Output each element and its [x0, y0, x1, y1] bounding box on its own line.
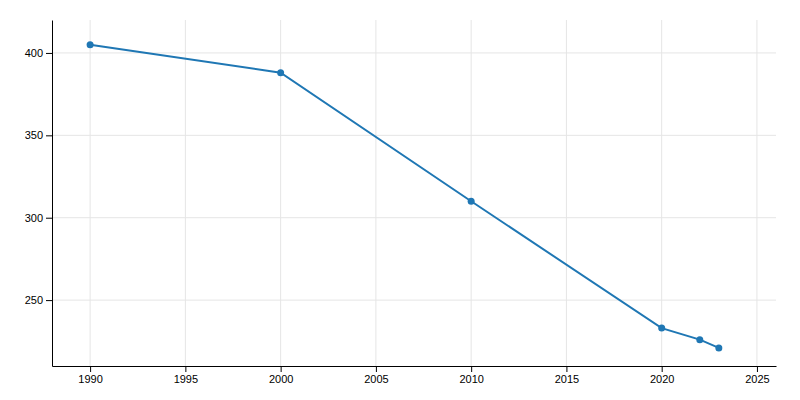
plot: 1990 1995 2000 2005 2010 2015 2020 2025 250 300 35…	[25, 20, 777, 385]
point	[87, 41, 94, 48]
x-tick-label: 1995	[174, 373, 198, 385]
x-grid-line	[566, 20, 567, 366]
x-tick-mark	[566, 366, 567, 372]
x-tick: 2020	[650, 366, 674, 385]
x-tick-label: 2005	[364, 373, 388, 385]
y-grid-line	[52, 52, 776, 53]
chart: 1990 1995 2000 2005 2010 2015 2020 2025 250 300 35…	[0, 0, 800, 400]
y-axis-line	[52, 21, 53, 367]
x-tick: 2010	[459, 366, 483, 385]
x-tick-label: 2015	[555, 373, 579, 385]
x-tick-label: 1990	[78, 373, 102, 385]
x-tick: 2000	[269, 366, 293, 385]
y-grid-line	[52, 300, 776, 301]
x-tick-label: 2025	[745, 373, 769, 385]
grid	[52, 20, 776, 366]
point	[658, 325, 665, 332]
x-tick: 1995	[174, 366, 198, 385]
y-tick-label: 400	[25, 47, 43, 59]
x-tick-mark	[471, 366, 472, 372]
x-tick-mark	[281, 366, 282, 372]
marks	[87, 41, 723, 351]
y-tick-mark	[46, 300, 52, 301]
line	[90, 45, 719, 348]
y-tick: 250	[25, 294, 52, 306]
y-tick-label: 350	[25, 129, 43, 141]
x-tick-mark	[662, 366, 663, 372]
y-tick-mark	[46, 53, 52, 54]
x-axis-line	[53, 366, 777, 367]
y-tick-mark	[46, 218, 52, 219]
y-tick-label: 300	[25, 212, 43, 224]
x-tick: 2015	[555, 366, 579, 385]
point	[696, 336, 703, 343]
y-tick: 350	[25, 129, 52, 141]
y-tick-mark	[46, 135, 52, 136]
x-grid-line	[756, 20, 757, 366]
point	[277, 69, 284, 76]
point	[715, 344, 722, 351]
x-tick-mark	[90, 366, 91, 372]
y-grid-line	[52, 135, 776, 136]
y-grid-line	[52, 217, 776, 218]
y-tick-label: 250	[25, 294, 43, 306]
x-grid-line	[375, 20, 376, 366]
x-tick-label: 2020	[650, 373, 674, 385]
point	[468, 198, 475, 205]
x-tick-label: 2010	[459, 373, 483, 385]
y-axis: 250 300 350 400	[25, 21, 53, 367]
x-tick: 2025	[745, 366, 769, 385]
x-grid-line	[661, 20, 662, 366]
x-grid-line	[90, 20, 91, 366]
y-tick: 300	[25, 212, 52, 224]
x-tick-mark	[757, 366, 758, 372]
y-tick: 400	[25, 47, 52, 59]
x-tick-mark	[185, 366, 186, 372]
x-grid-line	[471, 20, 472, 366]
x-grid-line	[185, 20, 186, 366]
x-tick: 1990	[78, 366, 102, 385]
x-tick-label: 2000	[269, 373, 293, 385]
x-axis: 1990 1995 2000 2005 2010 2015 2020 2025	[53, 366, 777, 385]
x-tick: 2005	[364, 366, 388, 385]
x-tick-mark	[376, 366, 377, 372]
